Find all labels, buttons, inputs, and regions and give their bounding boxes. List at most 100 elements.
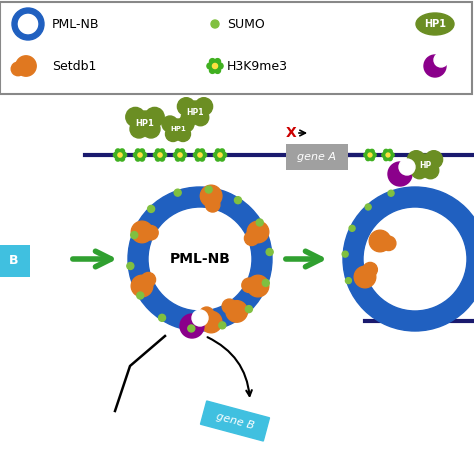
Circle shape: [226, 301, 247, 322]
Circle shape: [184, 101, 206, 123]
Circle shape: [242, 278, 256, 292]
Circle shape: [162, 153, 167, 157]
Circle shape: [175, 156, 180, 161]
Circle shape: [388, 149, 392, 154]
Circle shape: [390, 153, 394, 157]
Circle shape: [349, 225, 355, 231]
Circle shape: [188, 325, 195, 332]
Text: HP1: HP1: [170, 126, 186, 132]
Circle shape: [425, 151, 443, 168]
Circle shape: [180, 314, 204, 338]
Circle shape: [384, 149, 388, 154]
Text: PML-NB: PML-NB: [170, 252, 230, 266]
Circle shape: [116, 156, 120, 161]
Circle shape: [160, 149, 164, 154]
Circle shape: [119, 149, 125, 154]
Circle shape: [388, 190, 394, 196]
Circle shape: [136, 156, 140, 161]
Text: gene B: gene B: [215, 411, 255, 431]
Circle shape: [382, 153, 386, 157]
Circle shape: [215, 67, 220, 73]
Text: Setdb1: Setdb1: [52, 60, 96, 73]
Circle shape: [218, 153, 222, 157]
Circle shape: [131, 232, 138, 238]
Circle shape: [158, 314, 165, 321]
Circle shape: [215, 59, 220, 64]
Circle shape: [148, 207, 252, 311]
Circle shape: [113, 153, 118, 157]
Circle shape: [434, 53, 448, 67]
Circle shape: [182, 153, 187, 157]
Circle shape: [205, 198, 220, 212]
Text: HP1: HP1: [136, 118, 155, 128]
Circle shape: [180, 156, 184, 161]
Circle shape: [219, 156, 225, 161]
Circle shape: [364, 153, 368, 157]
Circle shape: [212, 64, 218, 69]
Circle shape: [202, 153, 207, 157]
Circle shape: [411, 162, 428, 179]
Circle shape: [365, 204, 371, 210]
Circle shape: [133, 111, 157, 135]
Circle shape: [131, 275, 153, 297]
Circle shape: [200, 149, 205, 154]
Circle shape: [262, 280, 269, 286]
Circle shape: [213, 153, 218, 157]
Circle shape: [168, 119, 188, 139]
Circle shape: [16, 56, 36, 76]
Circle shape: [195, 149, 201, 154]
Circle shape: [160, 156, 164, 161]
Circle shape: [407, 151, 425, 168]
Circle shape: [195, 98, 213, 115]
Circle shape: [372, 153, 376, 157]
Circle shape: [180, 149, 184, 154]
Circle shape: [192, 109, 209, 126]
Circle shape: [211, 20, 219, 28]
Circle shape: [207, 63, 213, 69]
Circle shape: [119, 156, 125, 161]
Circle shape: [222, 299, 237, 313]
Circle shape: [154, 153, 158, 157]
Circle shape: [422, 162, 439, 179]
Text: gene A: gene A: [298, 152, 337, 162]
Circle shape: [247, 275, 269, 297]
Circle shape: [200, 156, 205, 161]
Circle shape: [173, 153, 178, 157]
Circle shape: [210, 67, 215, 73]
Circle shape: [126, 108, 145, 127]
Circle shape: [219, 322, 226, 329]
Circle shape: [346, 278, 351, 283]
Circle shape: [147, 205, 155, 212]
Circle shape: [247, 221, 269, 243]
Circle shape: [386, 153, 390, 157]
Circle shape: [366, 156, 370, 161]
Circle shape: [165, 127, 181, 142]
Circle shape: [144, 226, 158, 240]
Circle shape: [127, 263, 134, 270]
Circle shape: [131, 221, 153, 243]
Circle shape: [205, 186, 212, 193]
Circle shape: [155, 156, 160, 161]
Text: SUMO: SUMO: [227, 18, 265, 30]
FancyBboxPatch shape: [286, 144, 348, 170]
Circle shape: [217, 63, 223, 69]
Circle shape: [246, 306, 252, 312]
Circle shape: [130, 120, 148, 138]
Circle shape: [210, 59, 215, 64]
Text: HP1: HP1: [424, 19, 446, 29]
Circle shape: [388, 156, 392, 161]
Circle shape: [256, 219, 263, 226]
Circle shape: [235, 197, 241, 204]
Circle shape: [118, 153, 122, 157]
Circle shape: [141, 273, 155, 287]
Circle shape: [175, 127, 191, 142]
Circle shape: [414, 154, 436, 176]
Circle shape: [193, 153, 198, 157]
Text: X: X: [286, 126, 296, 140]
Circle shape: [368, 153, 372, 157]
FancyBboxPatch shape: [0, 245, 30, 277]
Circle shape: [363, 207, 467, 311]
Circle shape: [201, 185, 222, 207]
Circle shape: [342, 251, 348, 257]
Circle shape: [366, 149, 370, 154]
